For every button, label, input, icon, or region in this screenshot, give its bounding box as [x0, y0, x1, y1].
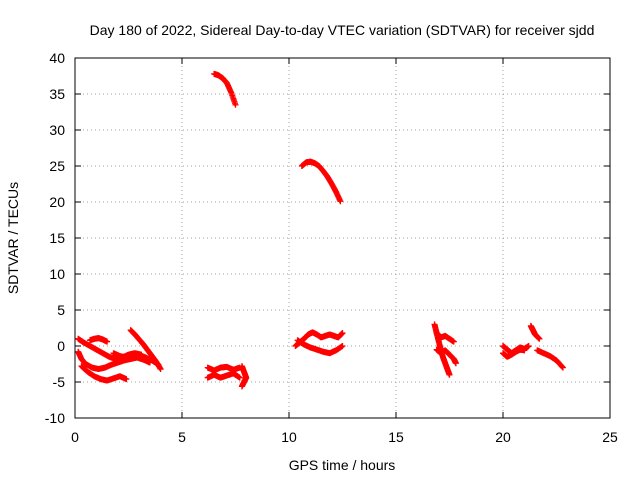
axis-ticks: 0 5 10 15 20 25 -10 -5 0 5 10 15 20 25 30 35 40: [45, 50, 618, 445]
data-point: [155, 361, 162, 368]
y-tick-label: 0: [57, 338, 65, 354]
x-axis-label: GPS time / hours: [289, 457, 396, 473]
data-point: [559, 363, 566, 370]
y-tick-label: -5: [53, 374, 66, 390]
series-arc-2d: [238, 363, 250, 390]
y-tick-label: 15: [49, 230, 65, 246]
x-tick-label: 10: [281, 429, 297, 445]
series-arc-2a: [211, 70, 239, 108]
series-arc-1f: [110, 350, 162, 368]
data-point: [559, 364, 566, 371]
series-arc-4b: [433, 330, 457, 345]
data-point: [450, 338, 457, 345]
data-point: [337, 198, 344, 205]
series-arc-1d: [86, 335, 111, 345]
data-point: [339, 330, 346, 337]
data-point: [525, 343, 532, 349]
data-point: [123, 376, 130, 383]
data-point: [104, 338, 111, 345]
y-tick-label: 30: [49, 122, 65, 138]
series-arc-2c: [204, 370, 243, 381]
data-point: [339, 343, 346, 349]
y-tick-label: 25: [49, 158, 65, 174]
chart-title: Day 180 of 2022, Sidereal Day-to-day VTE…: [90, 22, 595, 38]
series-arc-2b: [204, 363, 243, 374]
series-arc-5c: [527, 322, 543, 342]
data-point: [521, 347, 528, 354]
series-arc-4c: [433, 346, 459, 367]
data-points: [75, 70, 566, 390]
data-point: [236, 374, 243, 381]
y-tick-label: 20: [49, 194, 65, 210]
series-arc-5d: [534, 347, 566, 371]
y-tick-label: -10: [45, 410, 65, 426]
y-tick-label: 10: [49, 266, 65, 282]
x-tick-label: 25: [602, 429, 618, 445]
series-arc-1c: [78, 363, 130, 384]
y-tick-label: 5: [57, 302, 65, 318]
data-point: [157, 366, 164, 373]
data-point: [238, 383, 245, 390]
x-tick-label: 5: [178, 429, 186, 445]
y-tick-label: 40: [49, 50, 65, 66]
series-arc-3a: [298, 158, 344, 205]
data-point: [536, 335, 543, 342]
x-tick-label: 15: [388, 429, 404, 445]
data-point: [446, 371, 453, 378]
y-axis-label: SDTVAR / TECUs: [5, 182, 21, 294]
x-tick-label: 20: [495, 429, 511, 445]
x-tick-label: 0: [71, 429, 79, 445]
data-point: [232, 101, 239, 108]
data-point: [452, 360, 459, 367]
series-arc-3c: [294, 337, 346, 357]
series-arc-5b: [500, 346, 528, 360]
grid-lines: [75, 58, 610, 418]
y-tick-label: 35: [49, 86, 65, 102]
